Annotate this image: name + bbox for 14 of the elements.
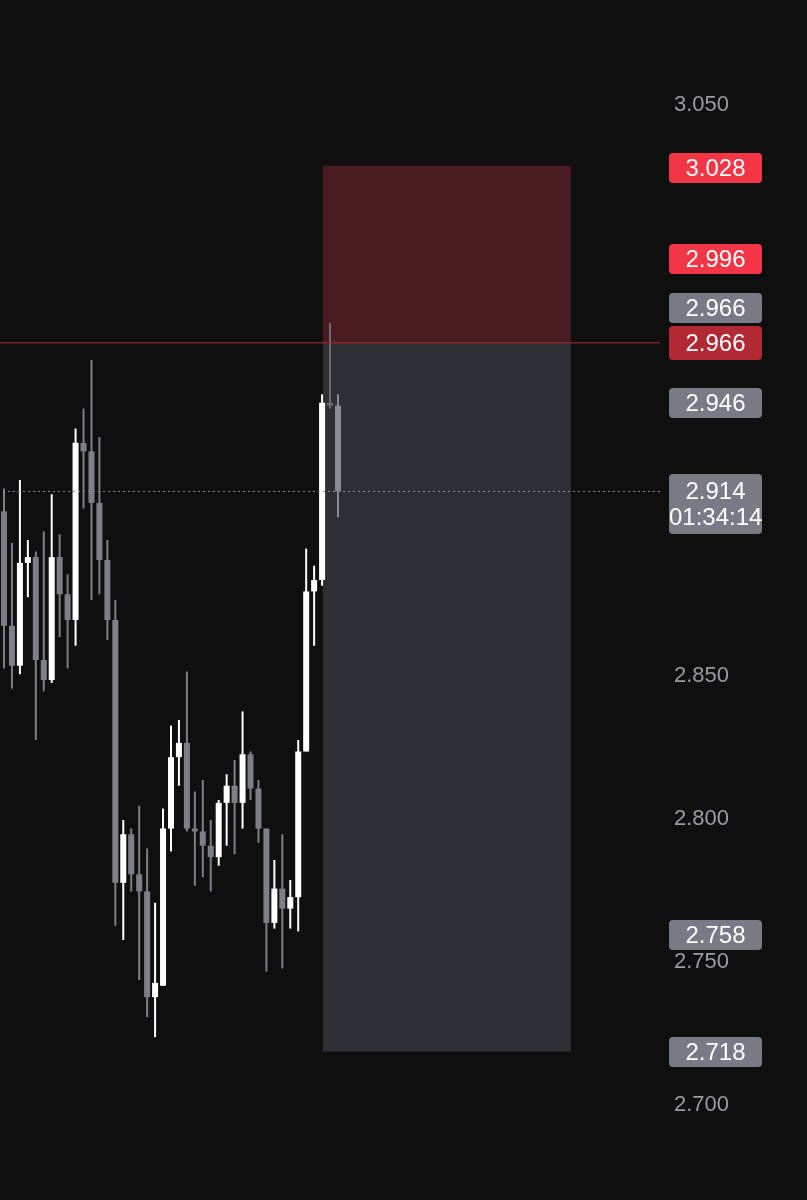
y-tick-label: 2.750 [674,947,730,973]
text: 3.028 [669,153,762,183]
text: 2.758 [669,920,762,950]
ref-line-label: 2.966 [669,325,762,360]
y-tick-label: 2.800 [674,804,730,830]
text: 2.718 [669,1037,762,1067]
candlestick [136,805,143,980]
y-tick-label: 2.700 [674,1090,730,1116]
candlestick [327,322,334,409]
text: 2.946 [669,388,762,418]
y-tick-label: 2.850 [674,662,730,688]
y-tick-label: 3.050 [674,90,730,116]
text: 2.966 [669,293,762,323]
text: 2.996 [669,244,762,274]
